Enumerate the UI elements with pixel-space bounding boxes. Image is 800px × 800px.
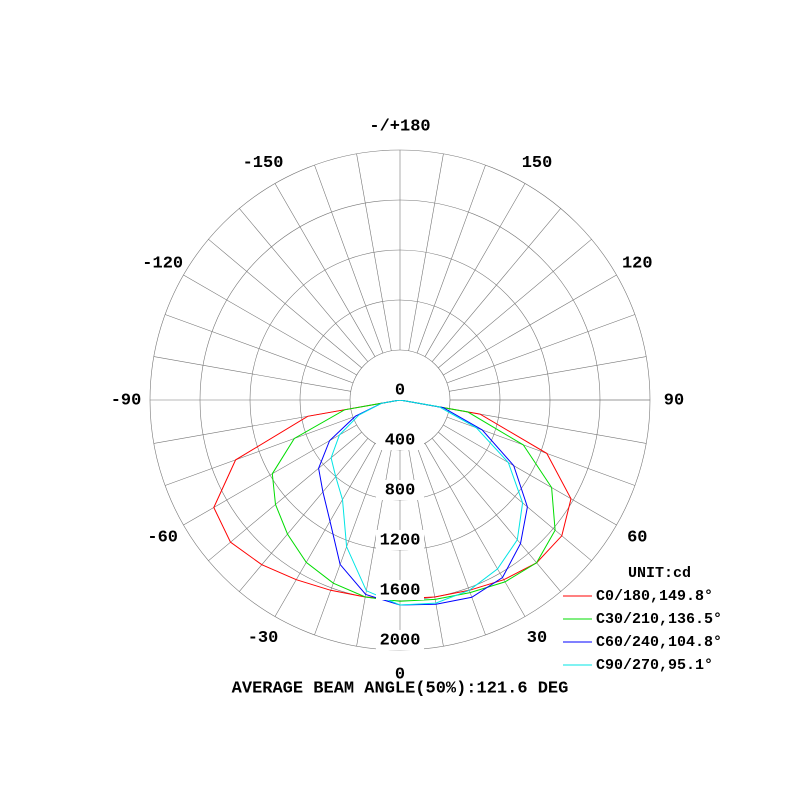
label-bg <box>376 580 424 600</box>
footer: AVERAGE BEAM ANGLE(50%):121.6 DEG <box>232 679 569 698</box>
label-bg <box>376 630 424 650</box>
r-tick-label: 1200 <box>380 531 421 550</box>
angle-tick-label: 30 <box>527 629 547 648</box>
angle-tick-label: -/+180 <box>369 117 430 136</box>
r-tick-label: 0 <box>395 381 405 400</box>
legend-label: C60/240,104.8° <box>596 634 722 651</box>
label-bg <box>376 430 424 450</box>
legend-label: C90/270,95.1° <box>596 657 713 674</box>
unit-label: UNIT:cd <box>628 565 691 582</box>
label-bg <box>376 380 424 400</box>
angle-tick-label: -30 <box>248 629 279 648</box>
r-tick-label: 1600 <box>380 581 421 600</box>
angle-tick-label: 150 <box>522 154 553 173</box>
angle-tick-label: 0 <box>395 665 405 684</box>
legend-label: C30/210,136.5° <box>596 611 722 628</box>
angle-tick-label: -120 <box>142 254 183 273</box>
r-tick-label: 800 <box>385 481 416 500</box>
angle-tick-label: -150 <box>243 154 284 173</box>
label-bg <box>376 530 424 550</box>
angle-tick-label: 60 <box>627 528 647 547</box>
angle-tick-label: -60 <box>147 528 178 547</box>
angle-tick-label: -90 <box>111 391 142 410</box>
intensity-curve <box>271 399 556 602</box>
legend-label: C0/180,149.8° <box>596 588 713 605</box>
r-tick-label: 400 <box>385 431 416 450</box>
intensity-curve <box>330 399 524 606</box>
angle-tick-label: 120 <box>622 254 653 273</box>
r-tick-label: 2000 <box>380 631 421 650</box>
label-bg <box>376 480 424 500</box>
angle-tick-label: 90 <box>664 391 684 410</box>
